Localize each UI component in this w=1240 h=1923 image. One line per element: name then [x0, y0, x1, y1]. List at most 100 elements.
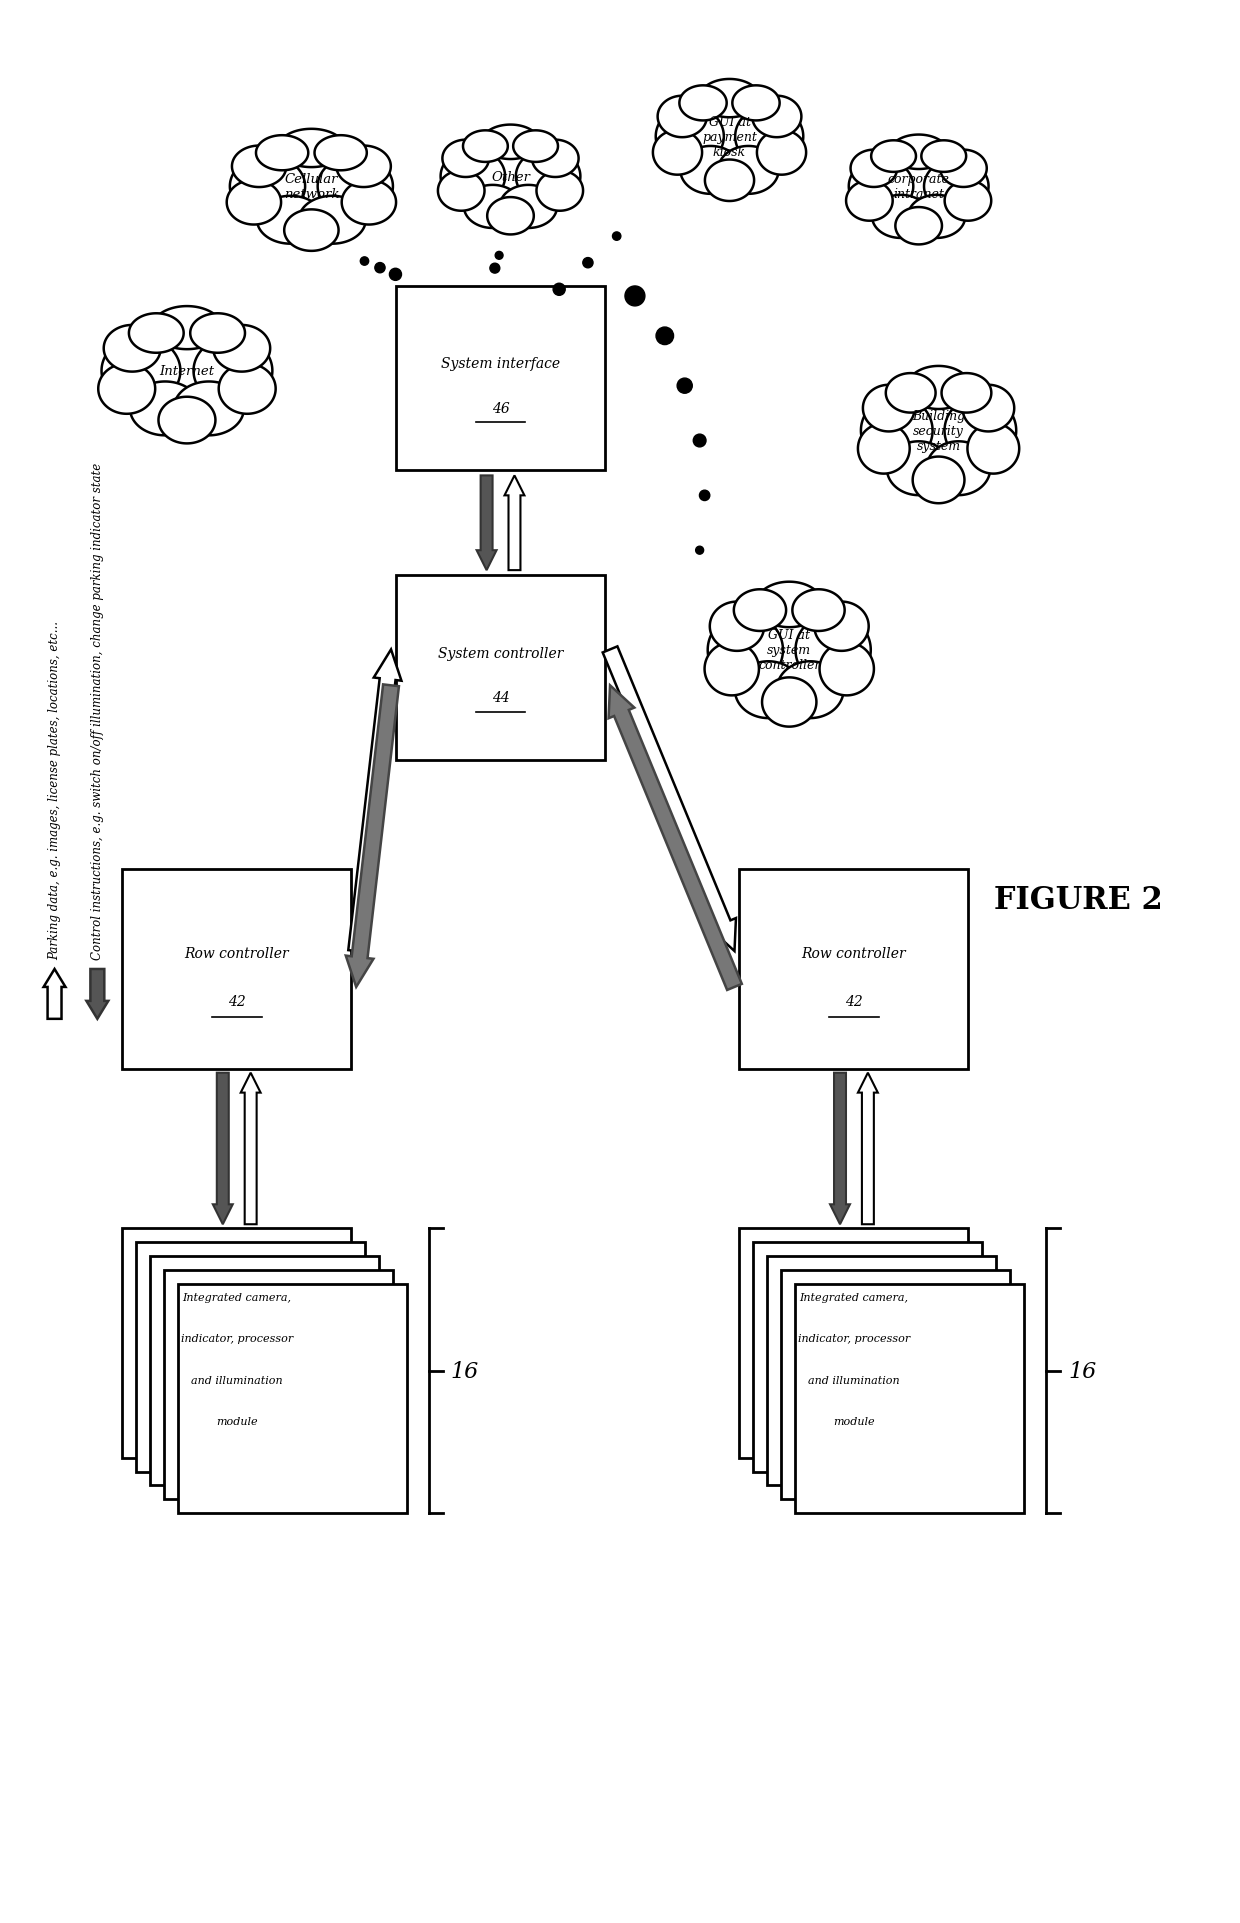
Text: Integrated camera,: Integrated camera,	[800, 1292, 909, 1302]
Polygon shape	[487, 198, 533, 235]
Text: GUI at
system
controller: GUI at system controller	[758, 629, 821, 671]
Circle shape	[677, 379, 692, 394]
Polygon shape	[908, 196, 965, 238]
Text: 16: 16	[451, 1360, 479, 1383]
Polygon shape	[532, 140, 579, 179]
Polygon shape	[967, 425, 1019, 475]
Polygon shape	[962, 387, 1014, 433]
Polygon shape	[913, 458, 965, 504]
Polygon shape	[440, 150, 505, 204]
Text: GUI at
payment
kiosk: GUI at payment kiosk	[702, 115, 756, 160]
Polygon shape	[895, 208, 942, 246]
Circle shape	[389, 269, 402, 281]
Polygon shape	[890, 135, 947, 169]
Polygon shape	[438, 171, 485, 212]
Polygon shape	[680, 87, 727, 121]
Polygon shape	[348, 650, 402, 952]
Polygon shape	[872, 140, 916, 173]
Polygon shape	[733, 87, 780, 121]
Text: 16: 16	[1068, 1360, 1096, 1383]
Polygon shape	[443, 140, 489, 179]
Polygon shape	[505, 477, 525, 571]
Polygon shape	[346, 685, 399, 986]
Polygon shape	[887, 442, 951, 496]
Text: System controller: System controller	[438, 646, 563, 660]
FancyBboxPatch shape	[396, 287, 605, 471]
FancyBboxPatch shape	[136, 1242, 365, 1471]
Polygon shape	[734, 590, 786, 631]
FancyBboxPatch shape	[396, 575, 605, 760]
Polygon shape	[945, 398, 1017, 465]
Polygon shape	[851, 150, 898, 188]
Polygon shape	[213, 1073, 233, 1225]
FancyBboxPatch shape	[164, 1271, 393, 1500]
FancyBboxPatch shape	[179, 1285, 407, 1513]
Polygon shape	[87, 969, 108, 1019]
FancyBboxPatch shape	[754, 1242, 982, 1471]
Polygon shape	[796, 615, 870, 687]
Polygon shape	[603, 646, 737, 952]
Polygon shape	[727, 596, 852, 706]
Text: Cellular
network: Cellular network	[284, 173, 339, 202]
Polygon shape	[153, 308, 222, 350]
Polygon shape	[830, 1073, 849, 1225]
Polygon shape	[174, 383, 244, 437]
Polygon shape	[673, 90, 786, 183]
Polygon shape	[735, 108, 804, 167]
Polygon shape	[926, 442, 991, 496]
Circle shape	[613, 233, 621, 240]
Polygon shape	[232, 146, 286, 188]
Circle shape	[374, 263, 386, 273]
Polygon shape	[866, 146, 972, 229]
Text: 42: 42	[228, 994, 246, 1008]
Circle shape	[361, 258, 368, 265]
Text: Parking data, e.g. images, license plates, locations, etc...: Parking data, e.g. images, license plate…	[48, 621, 61, 960]
Text: Other: Other	[491, 171, 529, 185]
Polygon shape	[792, 590, 844, 631]
Polygon shape	[122, 319, 253, 423]
Circle shape	[495, 252, 503, 260]
Polygon shape	[255, 137, 309, 171]
Polygon shape	[704, 160, 754, 202]
Polygon shape	[709, 602, 764, 652]
Polygon shape	[763, 679, 816, 727]
Polygon shape	[656, 108, 724, 167]
Polygon shape	[858, 425, 910, 475]
Polygon shape	[102, 337, 180, 406]
Text: Row controller: Row controller	[185, 946, 289, 960]
Polygon shape	[756, 583, 822, 627]
Polygon shape	[315, 137, 367, 171]
Polygon shape	[924, 160, 988, 213]
Text: module: module	[216, 1415, 258, 1427]
Polygon shape	[516, 150, 580, 204]
Circle shape	[693, 435, 706, 448]
Polygon shape	[941, 373, 991, 413]
Circle shape	[490, 263, 500, 273]
Polygon shape	[879, 379, 998, 483]
Polygon shape	[190, 313, 246, 354]
Polygon shape	[940, 150, 987, 188]
FancyBboxPatch shape	[795, 1285, 1024, 1513]
Polygon shape	[848, 160, 914, 213]
Polygon shape	[657, 96, 707, 138]
Polygon shape	[863, 387, 915, 433]
Polygon shape	[98, 363, 155, 415]
Polygon shape	[278, 129, 345, 167]
FancyBboxPatch shape	[150, 1256, 379, 1486]
FancyBboxPatch shape	[739, 1229, 968, 1458]
Text: corporate
intranet: corporate intranet	[888, 173, 950, 202]
Polygon shape	[500, 187, 557, 229]
Text: 44: 44	[492, 690, 510, 704]
Polygon shape	[336, 146, 391, 188]
Circle shape	[656, 327, 673, 346]
Polygon shape	[241, 1073, 260, 1225]
Polygon shape	[704, 642, 759, 696]
Polygon shape	[456, 135, 564, 219]
Polygon shape	[193, 337, 273, 406]
FancyBboxPatch shape	[768, 1256, 996, 1486]
Text: Integrated camera,: Integrated camera,	[182, 1292, 291, 1302]
Polygon shape	[129, 313, 184, 354]
Polygon shape	[342, 181, 396, 225]
Circle shape	[699, 490, 709, 502]
Polygon shape	[906, 367, 971, 410]
